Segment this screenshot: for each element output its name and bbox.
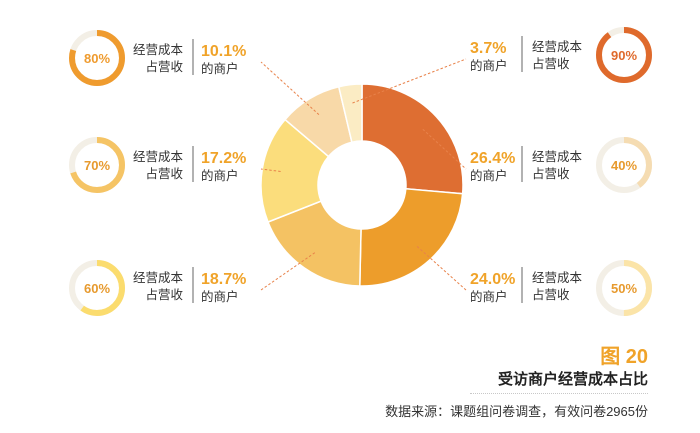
donut-slice bbox=[337, 83, 363, 144]
category-label-line1: 经营成本 bbox=[133, 150, 184, 164]
ring-gauge-arc bbox=[69, 260, 125, 316]
ring-gauge-label: 60% bbox=[84, 281, 110, 296]
leader-line bbox=[352, 58, 467, 104]
slice-sub-label: 的商户 bbox=[201, 289, 239, 304]
category-label-line2: 占营收 bbox=[145, 287, 183, 302]
leader-line bbox=[260, 252, 316, 291]
ring-gauge-label: 70% bbox=[84, 158, 110, 173]
ring-gauge-label: 50% bbox=[611, 281, 637, 296]
slice-value-label: 24.0% bbox=[470, 271, 515, 288]
category-label-line1: 经营成本 bbox=[133, 271, 184, 285]
leader-line bbox=[260, 168, 281, 172]
figure-number: 图 20 bbox=[600, 346, 648, 368]
ring-gauge-label: 80% bbox=[84, 51, 110, 66]
category-label-line2: 占营收 bbox=[532, 287, 570, 302]
ring-gauge-arc bbox=[596, 27, 652, 83]
donut-slice bbox=[361, 83, 464, 195]
donut-slice bbox=[260, 118, 330, 223]
ring-gauge-label: 40% bbox=[611, 158, 637, 173]
figure-title: 受访商户经营成本占比 bbox=[497, 371, 648, 388]
ring-gauge-arc bbox=[596, 260, 652, 316]
donut-slice bbox=[359, 187, 464, 287]
category-label-line1: 经营成本 bbox=[532, 150, 583, 164]
slice-sub-label: 的商户 bbox=[470, 58, 508, 73]
category-label-line1: 经营成本 bbox=[532, 271, 583, 285]
category-label-line2: 占营收 bbox=[532, 56, 570, 71]
leader-line bbox=[260, 61, 320, 116]
ring-gauge-arc bbox=[69, 30, 125, 86]
slice-sub-label: 的商户 bbox=[470, 289, 508, 304]
category-label-line2: 占营收 bbox=[532, 166, 570, 181]
leader-line bbox=[422, 128, 467, 170]
slice-sub-label: 的商户 bbox=[470, 168, 508, 183]
annotation-groups: 40%经营成本占营收26.4%的商户50%经营成本占营收24.0%的商户60%经… bbox=[69, 27, 652, 316]
slice-sub-label: 的商户 bbox=[201, 61, 239, 76]
divider bbox=[470, 393, 648, 394]
ring-gauge-label: 90% bbox=[611, 48, 637, 63]
data-source: 数据来源：课题组问卷调查，有效问卷2965份 bbox=[385, 404, 648, 419]
donut-slice bbox=[267, 200, 362, 287]
donut-slices bbox=[260, 83, 464, 287]
category-label-line2: 占营收 bbox=[145, 59, 183, 74]
slice-value-label: 3.7% bbox=[470, 40, 506, 57]
slice-value-label: 18.7% bbox=[201, 271, 246, 288]
leader-line bbox=[416, 246, 467, 291]
category-label-line1: 经营成本 bbox=[532, 40, 583, 54]
slice-value-label: 17.2% bbox=[201, 150, 246, 167]
leader-lines bbox=[260, 58, 467, 291]
ring-gauge-arc bbox=[69, 137, 125, 193]
slice-sub-label: 的商户 bbox=[201, 168, 239, 183]
category-label-line1: 经营成本 bbox=[133, 43, 184, 57]
category-label-line2: 占营收 bbox=[145, 166, 183, 181]
slice-value-label: 26.4% bbox=[470, 150, 515, 167]
slice-value-label: 10.1% bbox=[201, 43, 246, 60]
ring-gauge-arc bbox=[596, 137, 652, 193]
